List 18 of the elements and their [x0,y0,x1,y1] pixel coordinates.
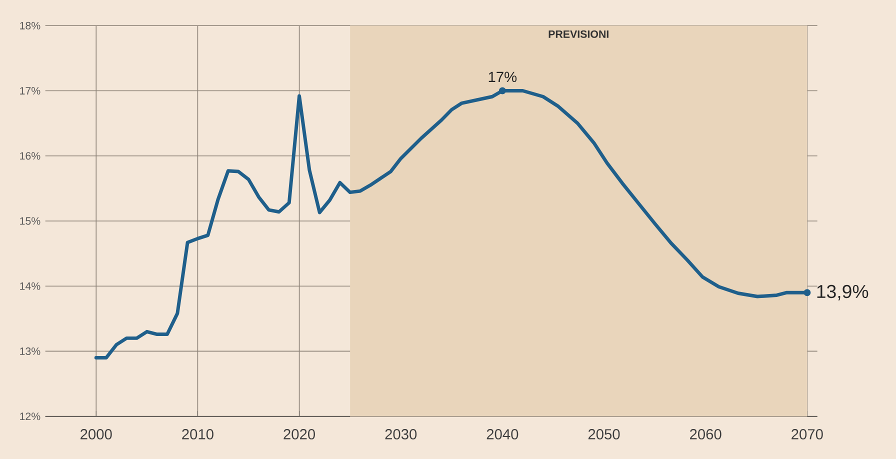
x-tick-label: 2030 [385,429,417,440]
y-tick-label: 13% [20,347,40,355]
x-tick-label: 2010 [182,429,214,440]
x-tick-label: 2070 [792,429,823,440]
annotation: 17% [488,72,517,82]
x-tick-label: 2000 [80,429,112,440]
band-label: PREVISIONI [548,30,608,38]
y-tick-label: 14% [20,282,40,290]
x-tick-label: 2040 [486,429,518,440]
x-tick-label: 2020 [284,429,316,440]
x-tick-label: 2050 [588,429,620,440]
y-tick-label: 12% [20,412,40,420]
y-tick-label: 18% [20,22,40,30]
y-tick-label: 16% [20,152,40,160]
y-tick-label: 17% [20,87,40,94]
annotation: 13,9% [817,284,868,300]
y-tick-label: 15% [20,217,40,225]
x-tick-label: 2060 [690,429,722,440]
